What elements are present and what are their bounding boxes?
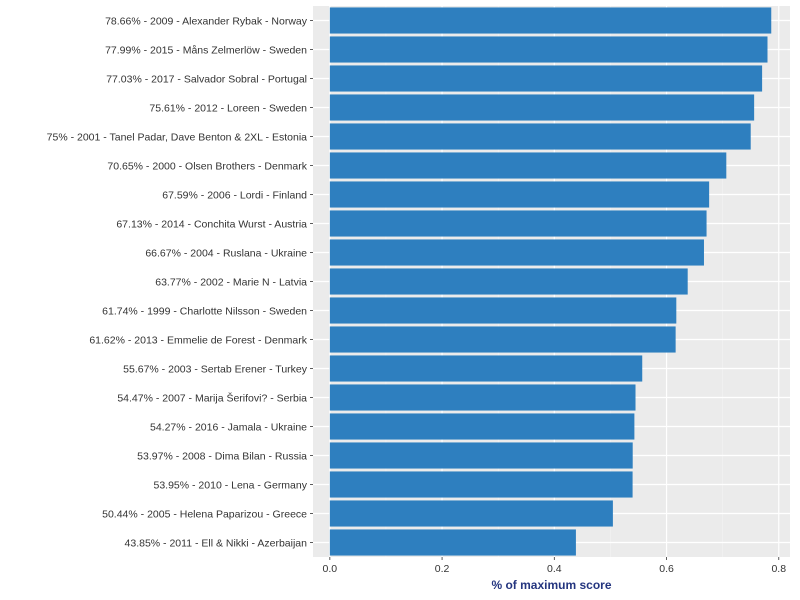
bar <box>329 152 727 179</box>
x-tick-label: 0.6 <box>659 563 674 575</box>
category-label: 54.27% - 2016 - Jamala - Ukraine <box>150 421 307 433</box>
bar <box>329 94 755 121</box>
x-tick-label: 0.4 <box>547 563 562 575</box>
category-label: 75% - 2001 - Tanel Padar, Dave Benton & … <box>47 131 307 143</box>
category-label: 61.74% - 1999 - Charlotte Nilsson - Swed… <box>102 305 307 317</box>
bar <box>329 65 763 92</box>
bar <box>329 326 676 353</box>
category-label: 78.66% - 2009 - Alexander Rybak - Norway <box>105 15 308 27</box>
x-tick-label: 0.2 <box>435 563 450 575</box>
category-label: 77.03% - 2017 - Salvador Sobral - Portug… <box>106 73 307 85</box>
x-tick-label: 0.0 <box>323 563 338 575</box>
category-label: 63.77% - 2002 - Marie N - Latvia <box>155 276 307 288</box>
category-label: 53.95% - 2010 - Lena - Germany <box>153 479 307 491</box>
category-label: 67.13% - 2014 - Conchita Wurst - Austria <box>116 218 307 230</box>
category-label: 55.67% - 2003 - Sertab Erener - Turkey <box>123 363 308 375</box>
category-label: 61.62% - 2013 - Emmelie de Forest - Denm… <box>89 334 307 346</box>
category-label: 50.44% - 2005 - Helena Paparizou - Greec… <box>102 508 307 520</box>
bar <box>329 500 613 527</box>
bar <box>329 181 710 208</box>
bar <box>329 268 688 295</box>
bar <box>329 413 635 440</box>
category-label: 66.67% - 2004 - Ruslana - Ukraine <box>145 247 307 259</box>
bar <box>329 384 636 411</box>
category-label: 53.97% - 2008 - Dima Bilan - Russia <box>137 450 307 462</box>
x-axis-title: % of maximum score <box>491 578 611 592</box>
bar <box>329 239 704 266</box>
category-label: 67.59% - 2006 - Lordi - Finland <box>162 189 307 201</box>
bar <box>329 297 677 324</box>
x-tick-label: 0.8 <box>771 563 786 575</box>
bar <box>329 36 768 63</box>
category-label: 75.61% - 2012 - Loreen - Sweden <box>149 102 307 114</box>
bar <box>329 355 643 382</box>
bar <box>329 529 576 556</box>
category-label: 43.85% - 2011 - Ell & Nikki - Azerbaijan <box>125 537 308 549</box>
category-label: 77.99% - 2015 - Måns Zelmerlöw - Sweden <box>105 44 307 56</box>
category-label: 54.47% - 2007 - Marija Šerifovi? - Serbi… <box>117 391 307 404</box>
bar <box>329 471 633 498</box>
bar <box>329 210 707 237</box>
bar <box>329 123 751 150</box>
category-label: 70.65% - 2000 - Olsen Brothers - Denmark <box>107 160 307 172</box>
bar <box>329 442 633 469</box>
bar <box>329 7 772 34</box>
